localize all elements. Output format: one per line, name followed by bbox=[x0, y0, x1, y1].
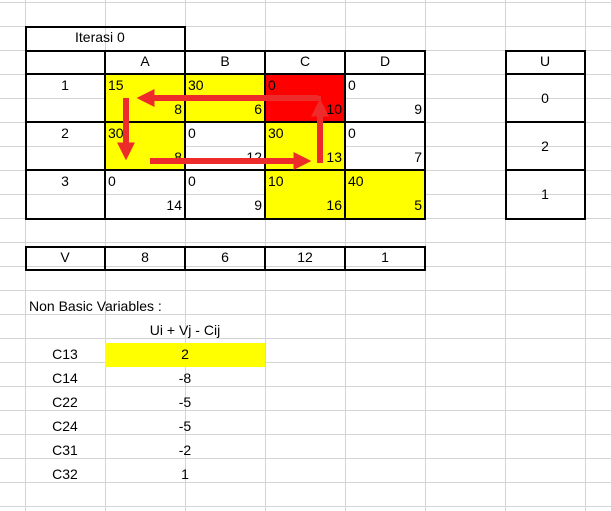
cost-3a[interactable]: 14 bbox=[166, 197, 182, 213]
allocation-3a[interactable]: 0 bbox=[108, 173, 116, 189]
allocation-1a[interactable]: 15 bbox=[108, 77, 124, 93]
column-header-d[interactable]: D bbox=[379, 53, 391, 69]
nonbasic-name-3[interactable]: C22 bbox=[52, 394, 78, 410]
allocation-2c[interactable]: 30 bbox=[268, 125, 284, 141]
u-value-3[interactable]: 1 bbox=[541, 186, 549, 202]
v-value-a[interactable]: 8 bbox=[141, 249, 149, 265]
cost-2d[interactable]: 7 bbox=[414, 149, 422, 165]
nonbasic-name-6[interactable]: C32 bbox=[52, 466, 78, 482]
allocation-1b[interactable]: 30 bbox=[188, 77, 204, 93]
allocation-1c[interactable]: 0 bbox=[268, 77, 276, 93]
cell-bg-3d bbox=[345, 170, 425, 218]
cost-3b[interactable]: 9 bbox=[254, 197, 262, 213]
v-label[interactable]: V bbox=[60, 249, 70, 265]
cell-bg-3c bbox=[265, 170, 345, 218]
allocation-3c[interactable]: 10 bbox=[268, 173, 284, 189]
allocation-2a[interactable]: 30 bbox=[108, 125, 124, 141]
row-label-3[interactable]: 3 bbox=[61, 173, 69, 189]
cost-1b[interactable]: 6 bbox=[254, 101, 262, 117]
u-header[interactable]: U bbox=[539, 53, 551, 69]
nonbasic-name-5[interactable]: C31 bbox=[52, 442, 78, 458]
v-value-d[interactable]: 1 bbox=[381, 249, 389, 265]
u-value-1[interactable]: 0 bbox=[541, 90, 549, 106]
allocation-2d[interactable]: 0 bbox=[348, 125, 356, 141]
column-header-b[interactable]: B bbox=[220, 53, 230, 69]
v-value-b[interactable]: 6 bbox=[221, 249, 229, 265]
allocation-3d[interactable]: 40 bbox=[348, 173, 364, 189]
cost-2a[interactable]: 8 bbox=[174, 149, 182, 165]
nonbasic-value-4[interactable]: -5 bbox=[178, 418, 192, 434]
cost-1c[interactable]: 10 bbox=[326, 101, 342, 117]
cost-2c[interactable]: 13 bbox=[326, 149, 342, 165]
nonbasic-name-4[interactable]: C24 bbox=[52, 418, 78, 434]
allocation-3b[interactable]: 0 bbox=[188, 173, 196, 189]
nonbasic-value-2[interactable]: -8 bbox=[178, 370, 192, 386]
iteration-title: Iterasi 0 bbox=[75, 29, 125, 45]
nonbasic-name-2[interactable]: C14 bbox=[52, 370, 78, 386]
cost-3d[interactable]: 5 bbox=[414, 197, 422, 213]
nonbasic-value-1[interactable]: 2 bbox=[105, 343, 265, 367]
nonbasic-value-5[interactable]: -2 bbox=[178, 442, 192, 458]
cost-1a[interactable]: 8 bbox=[174, 101, 182, 117]
cost-1d[interactable]: 9 bbox=[414, 101, 422, 117]
nonbasic-name-1[interactable]: C13 bbox=[52, 346, 78, 362]
nonbasic-value-3[interactable]: -5 bbox=[178, 394, 192, 410]
column-header-a[interactable]: A bbox=[140, 53, 150, 69]
nonbasic-title[interactable]: Non Basic Variables : bbox=[29, 298, 162, 314]
row-label-2[interactable]: 2 bbox=[61, 125, 69, 141]
row-label-1[interactable]: 1 bbox=[61, 77, 69, 93]
arrow-c1-to-a1 bbox=[136, 89, 321, 107]
u-value-2[interactable]: 2 bbox=[541, 138, 549, 154]
v-value-c[interactable]: 12 bbox=[297, 249, 313, 265]
nonbasic-header[interactable]: Ui + Vj - Cij bbox=[149, 322, 221, 338]
cost-3c[interactable]: 16 bbox=[326, 197, 342, 213]
column-header-c[interactable]: C bbox=[299, 53, 311, 69]
nonbasic-value-6[interactable]: 1 bbox=[181, 466, 189, 482]
allocation-2b[interactable]: 0 bbox=[188, 125, 196, 141]
allocation-1d[interactable]: 0 bbox=[348, 77, 356, 93]
